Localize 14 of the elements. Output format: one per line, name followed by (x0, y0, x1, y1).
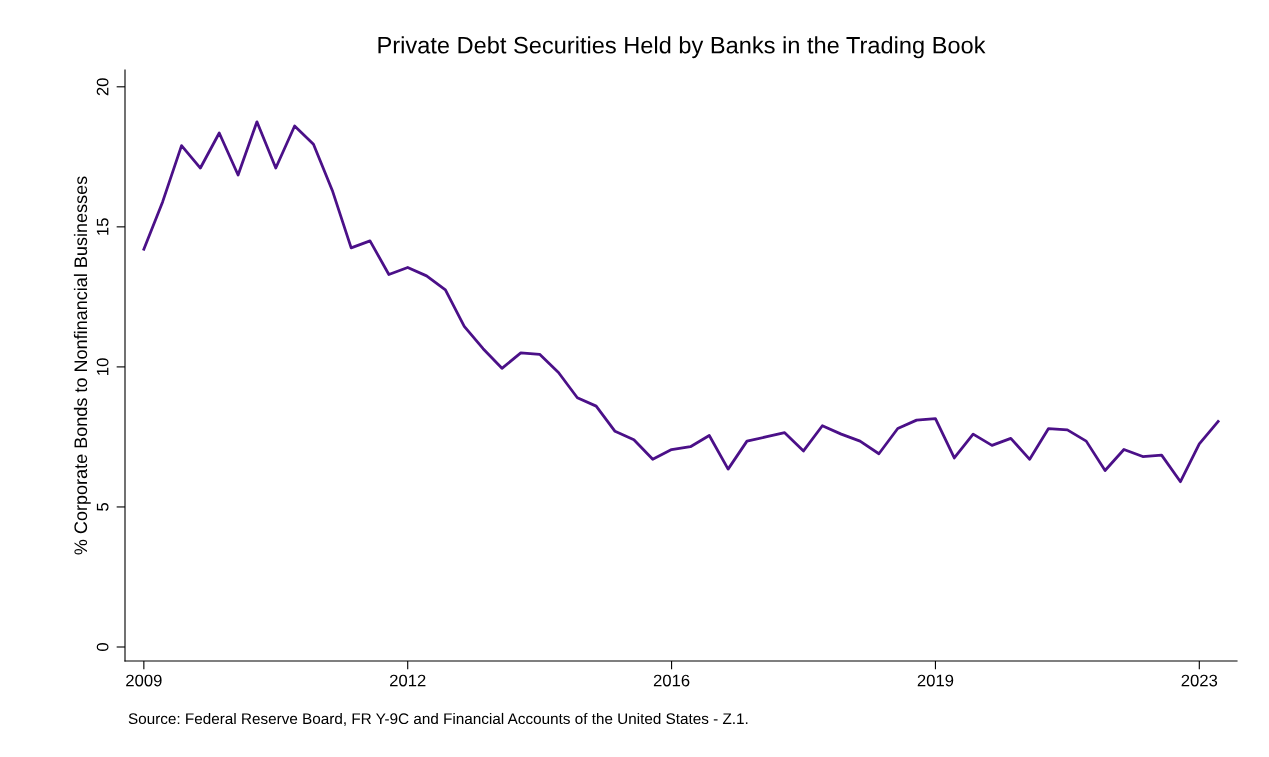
y-tick-label: 15 (96, 218, 109, 235)
y-tick-label: 0 (96, 643, 109, 651)
source-note: Source: Federal Reserve Board, FR Y-9C and Financial Accounts of the United States - Z.1. (128, 712, 748, 726)
x-tick-label: 2016 (653, 674, 690, 687)
y-tick-label: 5 (96, 503, 109, 511)
x-tick-label: 2019 (917, 674, 954, 687)
line-series (142, 120, 1220, 484)
y-axis-title: % Corporate Bonds to Nonfinancial Businesses (73, 176, 91, 555)
chart-title: Private Debt Securities Held by Banks in the Trading Book (378, 36, 986, 59)
y-tick-label: 20 (96, 78, 109, 96)
x-tick-label: 2009 (126, 674, 162, 687)
y-tick-label: 10 (96, 358, 109, 375)
x-tick-label: 2023 (1181, 674, 1218, 687)
x-tick-label: 2012 (390, 674, 426, 687)
